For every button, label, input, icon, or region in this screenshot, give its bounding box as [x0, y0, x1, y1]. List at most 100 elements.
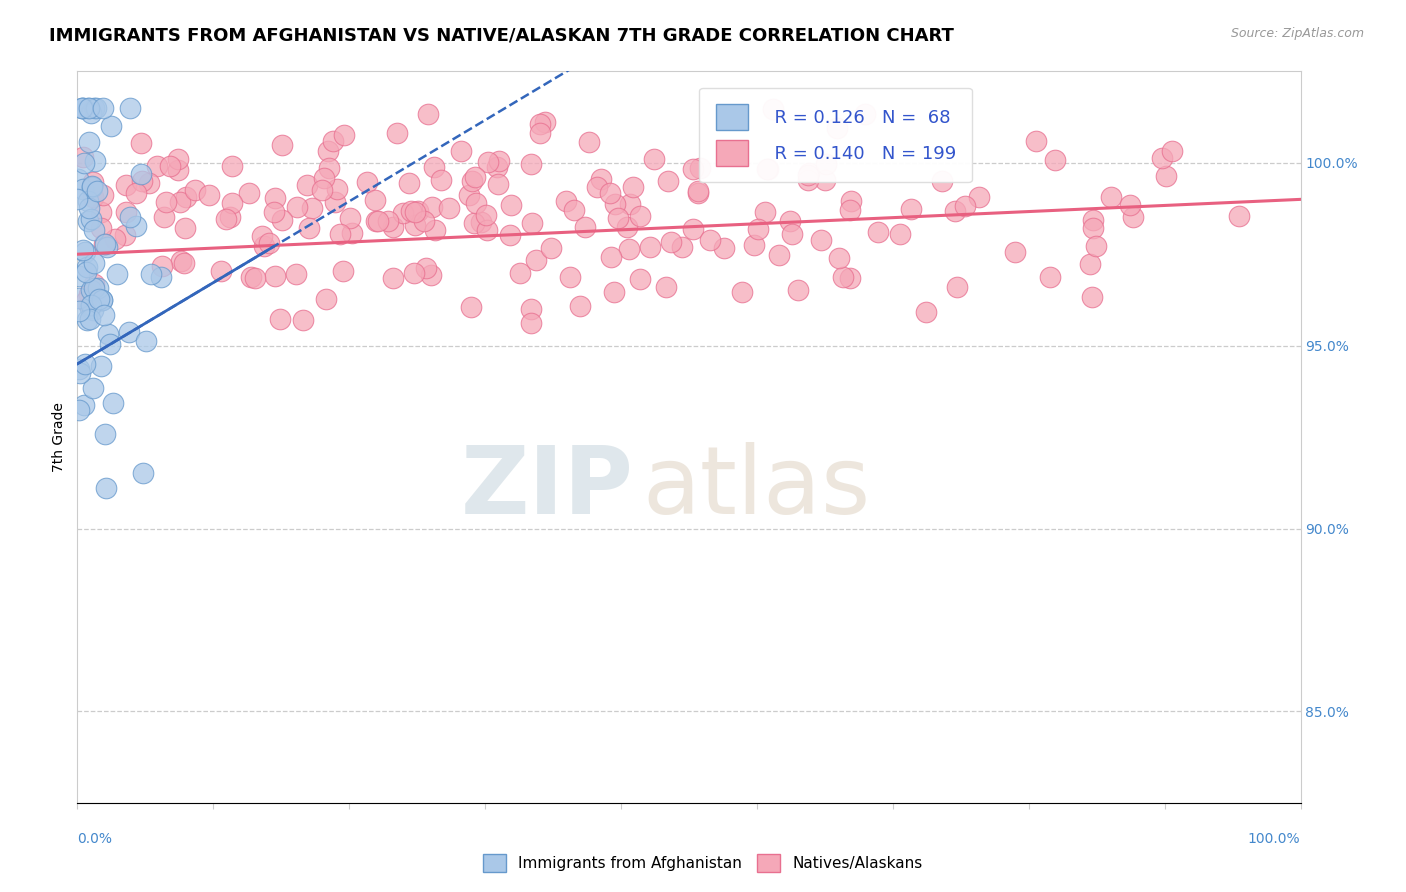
Point	[314, 171, 336, 186]
Point	[404, 219, 426, 233]
Point	[91, 187, 114, 202]
Point	[263, 204, 285, 219]
Point	[98, 337, 121, 351]
Point	[671, 240, 693, 254]
Point	[1025, 134, 1047, 148]
Point	[900, 202, 922, 217]
Point	[558, 270, 581, 285]
Point	[292, 313, 315, 327]
Point	[419, 268, 441, 282]
Point	[243, 271, 266, 285]
Point	[585, 180, 607, 194]
Point	[91, 293, 114, 308]
Point	[80, 179, 103, 194]
Point	[73, 398, 96, 412]
Point	[139, 267, 162, 281]
Point	[810, 234, 832, 248]
Point	[814, 172, 837, 186]
Point	[76, 313, 98, 327]
Point	[787, 283, 810, 297]
Point	[298, 220, 321, 235]
Point	[73, 156, 96, 170]
Point	[797, 173, 820, 187]
Point	[218, 211, 240, 225]
Point	[366, 213, 388, 227]
Legend: Immigrants from Afghanistan, Natives/Alaskans: Immigrants from Afghanistan, Natives/Ala…	[475, 846, 931, 880]
Point	[75, 293, 97, 308]
Point	[301, 201, 323, 215]
Point	[76, 260, 98, 274]
Point	[120, 210, 142, 224]
Point	[84, 101, 107, 115]
Point	[382, 220, 405, 235]
Point	[399, 204, 422, 219]
Point	[686, 186, 709, 200]
Point	[138, 176, 160, 190]
Point	[150, 269, 173, 284]
Point	[392, 206, 415, 220]
Point	[756, 161, 779, 176]
Point	[131, 136, 153, 150]
Point	[943, 203, 966, 218]
Point	[520, 216, 543, 230]
Point	[75, 265, 97, 279]
Point	[173, 221, 195, 235]
Point	[578, 136, 600, 150]
Point	[555, 194, 578, 209]
Point	[82, 190, 104, 204]
Point	[519, 316, 541, 330]
Point	[125, 219, 148, 234]
Point	[1043, 153, 1066, 167]
Point	[66, 172, 89, 186]
Point	[406, 203, 429, 218]
Point	[599, 186, 621, 200]
Point	[73, 245, 96, 260]
Point	[367, 214, 389, 228]
Point	[1150, 151, 1173, 165]
Point	[214, 212, 236, 227]
Point	[1083, 221, 1105, 235]
Point	[600, 250, 623, 264]
Point	[77, 101, 100, 115]
Point	[699, 233, 721, 247]
Point	[1227, 209, 1250, 223]
Point	[155, 194, 177, 209]
Point	[77, 201, 100, 215]
Point	[340, 227, 363, 241]
Point	[264, 269, 287, 284]
Point	[464, 170, 486, 185]
Point	[91, 101, 114, 115]
Point	[269, 311, 291, 326]
Point	[72, 101, 94, 115]
Point	[713, 241, 735, 255]
Text: Source: ZipAtlas.com: Source: ZipAtlas.com	[1230, 27, 1364, 40]
Point	[682, 222, 704, 236]
Point	[82, 179, 104, 194]
Point	[70, 101, 93, 115]
Point	[152, 210, 174, 224]
Legend:   R = 0.126   N =  68,   R = 0.140   N = 199: R = 0.126 N = 68, R = 0.140 N = 199	[699, 87, 972, 182]
Point	[83, 101, 105, 115]
Point	[488, 177, 510, 191]
Point	[756, 161, 779, 176]
Point	[464, 196, 486, 211]
Point	[125, 186, 148, 200]
Point	[77, 286, 100, 301]
Point	[159, 159, 181, 173]
Point	[498, 228, 520, 243]
Point	[257, 235, 280, 250]
Point	[115, 204, 138, 219]
Point	[67, 291, 90, 305]
Point	[221, 160, 243, 174]
Text: atlas: atlas	[643, 442, 870, 534]
Point	[69, 402, 91, 417]
Point	[83, 153, 105, 168]
Point	[169, 195, 191, 210]
Point	[946, 280, 969, 294]
Point	[79, 283, 101, 297]
Point	[80, 106, 103, 120]
Point	[430, 173, 453, 187]
Point	[1161, 144, 1184, 158]
Point	[72, 181, 94, 195]
Point	[297, 178, 319, 193]
